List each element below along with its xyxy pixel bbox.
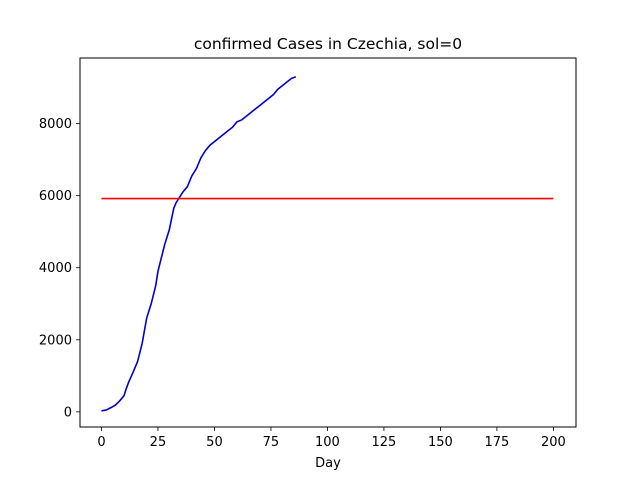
series-layer: [101, 75, 554, 412]
x-tick-label-5: 125: [372, 435, 397, 450]
y-tick-label-3: 6000: [39, 189, 72, 204]
y-tick-label-0: 0: [64, 405, 72, 420]
y-tick-label-4: 8000: [39, 117, 72, 132]
x-tick-label-4: 100: [315, 435, 340, 450]
y-tick-label-1: 2000: [39, 333, 72, 348]
x-tick-label-3: 75: [263, 435, 280, 450]
series-line-0: [101, 75, 297, 412]
x-axis-label: Day: [315, 456, 341, 471]
x-tick-label-0: 0: [97, 435, 105, 450]
y-tick-label-2: 4000: [39, 261, 72, 276]
x-tick-label-6: 150: [428, 435, 453, 450]
x-tick-label-2: 50: [206, 435, 223, 450]
plot-frame: [79, 57, 577, 428]
x-tick-label-8: 200: [541, 435, 566, 450]
x-tick-label-7: 175: [484, 435, 509, 450]
chart-title: confirmed Cases in Czechia, sol=0: [194, 35, 462, 53]
x-tick-label-1: 25: [150, 435, 167, 450]
